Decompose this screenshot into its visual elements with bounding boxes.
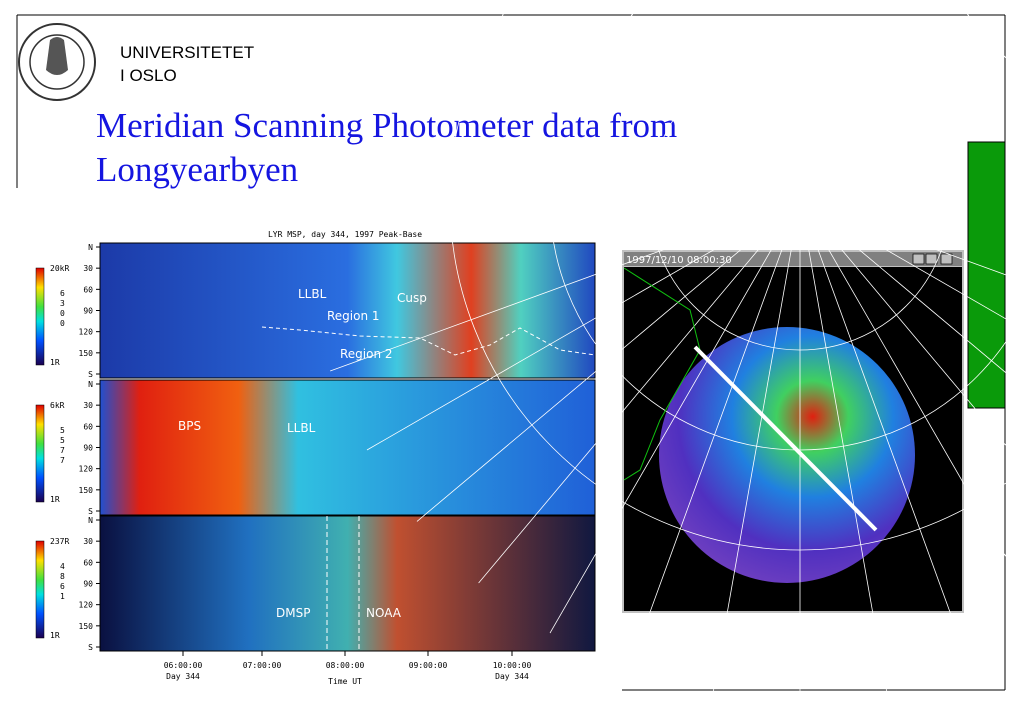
university-name: UNIVERSITETET: [120, 43, 254, 62]
y-tick-label: 150: [79, 349, 94, 358]
colorbar: [35, 267, 45, 366]
y-tick-label: 30: [83, 264, 93, 273]
y-tick-label: 30: [83, 537, 93, 546]
grid-line: [549, 0, 1023, 451]
x-axis-label: Time UT: [328, 677, 362, 686]
colorbar-label: 0: [60, 309, 65, 318]
colorbar-label: 6kR: [50, 401, 65, 410]
y-tick-label: 90: [83, 307, 93, 316]
keogram-panel: [99, 242, 596, 379]
annotation: Region 2: [340, 347, 393, 361]
keogram-panel: [99, 515, 596, 652]
y-tick-label: S: [88, 507, 93, 516]
university-name: I OSLO: [120, 66, 177, 85]
colorbar-label: 6: [60, 289, 65, 298]
boundary-line: [261, 326, 596, 356]
y-tick-label: 60: [83, 422, 93, 431]
colorbar: [35, 404, 45, 503]
colorbar-label: 0: [60, 319, 65, 328]
green-bar: [967, 141, 1006, 409]
window-title: 1997/12/10 08:00:30: [626, 255, 732, 266]
y-tick-label: 90: [83, 580, 93, 589]
slide-title: Meridian Scanning Photometer data from: [96, 106, 677, 145]
annotation: DMSP: [276, 606, 310, 620]
colorbar-label: 6: [60, 582, 65, 591]
x-tick-label: 08:00:00: [326, 661, 365, 670]
y-tick-label: 60: [83, 558, 93, 567]
colorbar-label: 1R: [50, 495, 60, 504]
annotation: Cusp: [397, 291, 427, 305]
colorbar-label: 237R: [50, 537, 69, 546]
colorbar-label: 5: [60, 436, 65, 445]
annotation: NOAA: [366, 606, 402, 620]
x-tick-label: 09:00:00: [409, 661, 448, 670]
university-seal: [18, 23, 96, 101]
colorbar-label: 8: [60, 572, 65, 581]
x-tick-label: Day 344: [495, 672, 529, 681]
map-window: 1997/12/10 08:00:30: [330, 0, 1023, 700]
y-tick-label: 150: [79, 486, 94, 495]
y-tick-label: N: [88, 516, 93, 525]
annotation: BPS: [178, 419, 201, 433]
annotation: LLBL: [287, 421, 316, 435]
keogram-title: LYR MSP, day 344, 1997 Peak-Base: [268, 230, 422, 239]
grid-line: [799, 199, 1023, 282]
y-tick-label: 120: [79, 601, 94, 610]
y-tick-label: 90: [83, 444, 93, 453]
annotation: LLBL: [298, 287, 327, 301]
annotation: Region 1: [327, 309, 380, 323]
colorbar: [35, 540, 45, 639]
y-tick-label: 30: [83, 401, 93, 410]
x-tick-label: 10:00:00: [493, 661, 532, 670]
y-tick-label: 60: [83, 285, 93, 294]
slide-title: Longyearbyen: [96, 150, 298, 189]
x-tick-label: 07:00:00: [243, 661, 282, 670]
colorbar-label: 7: [60, 456, 65, 465]
colorbar-label: 7: [60, 446, 65, 455]
x-tick-label: Day 344: [166, 672, 200, 681]
colorbar-label: 5: [60, 426, 65, 435]
y-tick-label: N: [88, 243, 93, 252]
x-tick-label: 06:00:00: [164, 661, 203, 670]
y-tick-label: 120: [79, 465, 94, 474]
colorbar-label: 1R: [50, 358, 60, 367]
keogram-panel: [99, 379, 596, 516]
y-tick-label: S: [88, 370, 93, 379]
colorbar-label: 4: [60, 562, 65, 571]
colorbar-label: 3: [60, 299, 65, 308]
colorbar-label: 1: [60, 592, 65, 601]
y-tick-label: 120: [79, 328, 94, 337]
colorbar-label: 20kR: [50, 264, 69, 273]
y-tick-label: N: [88, 380, 93, 389]
colorbar-label: 1R: [50, 631, 60, 640]
y-tick-label: 150: [79, 622, 94, 631]
grid-line: [649, 49, 951, 351]
y-tick-label: S: [88, 643, 93, 652]
grid-line: [449, 0, 1023, 551]
